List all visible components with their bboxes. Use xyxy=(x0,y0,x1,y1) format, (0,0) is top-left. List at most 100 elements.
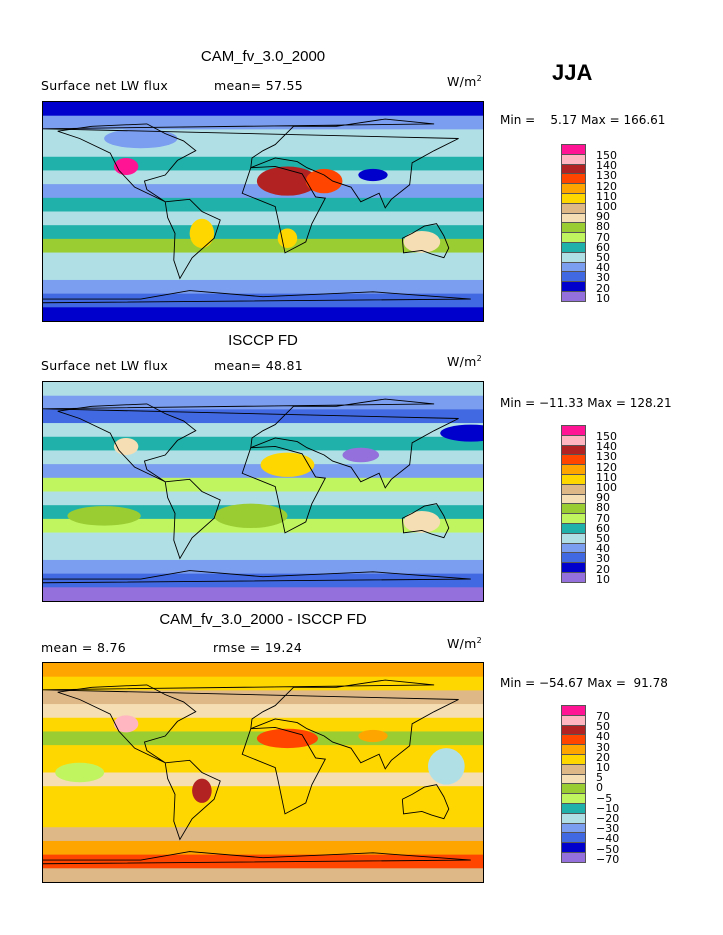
contour-region xyxy=(440,424,483,442)
legend-label: 80 xyxy=(596,501,610,515)
units-label: W/m2 xyxy=(447,354,482,369)
map-panel xyxy=(42,381,484,602)
zonal-band xyxy=(43,197,483,212)
contour-region xyxy=(214,503,288,528)
contour-region xyxy=(358,729,388,743)
zonal-band xyxy=(43,477,483,492)
zonal-band xyxy=(43,211,483,226)
legend-label: 40 xyxy=(596,730,610,744)
legend-label: 0 xyxy=(596,781,603,795)
coastline xyxy=(43,570,471,584)
zonal-band xyxy=(43,464,483,479)
zonal-band xyxy=(43,266,483,281)
legend-label: −20 xyxy=(596,812,620,825)
zonal-band xyxy=(43,252,483,267)
color-legend xyxy=(561,144,586,302)
zonal-band xyxy=(43,225,483,240)
contour-region xyxy=(403,230,441,253)
zonal-band xyxy=(43,758,483,773)
legend-label: −5 xyxy=(596,791,613,805)
panel-left-label: mean = 8.76 xyxy=(41,640,127,655)
units-text: W/m xyxy=(447,636,477,652)
legend-label: −50 xyxy=(596,842,620,856)
coastline xyxy=(164,478,221,560)
zonal-band xyxy=(43,868,483,882)
legend-label: 90 xyxy=(596,210,610,224)
coastline xyxy=(43,851,471,865)
legend-label: 20 xyxy=(596,750,610,764)
legend-label: 10 xyxy=(596,761,610,774)
legend-label: 70 xyxy=(596,511,610,525)
contour-region xyxy=(55,762,105,783)
coastline xyxy=(57,684,197,764)
contour-region xyxy=(192,778,212,803)
zonal-band xyxy=(43,813,483,828)
panel-left-label: Surface net LW flux xyxy=(41,78,169,93)
legend-swatch xyxy=(561,851,586,863)
units-text: W/m xyxy=(447,354,477,370)
legend-label: 50 xyxy=(596,532,610,545)
zonal-band xyxy=(43,559,483,575)
units-superscript: 2 xyxy=(476,636,483,645)
legend-label: 100 xyxy=(596,200,617,213)
zonal-band xyxy=(43,745,483,760)
zonal-band xyxy=(43,395,483,410)
legend-label: 150 xyxy=(596,149,617,162)
coastline xyxy=(164,759,221,841)
panel-title: CAM_fv_3.0_2000 - ISCCP FD xyxy=(159,611,367,628)
zonal-band xyxy=(43,184,483,199)
legend-label: 80 xyxy=(596,220,610,234)
zonal-band xyxy=(43,546,483,561)
legend-label: 100 xyxy=(596,481,617,494)
panel-stat-label: rmse = 19.24 xyxy=(213,640,303,655)
zonal-band xyxy=(43,690,483,705)
units-superscript: 2 xyxy=(476,74,483,83)
zonal-band xyxy=(43,587,483,601)
legend-label: 110 xyxy=(596,189,617,203)
contour-region xyxy=(403,510,441,533)
zonal-band xyxy=(43,799,483,815)
panel-left-label: Surface net LW flux xyxy=(41,358,169,373)
color-legend xyxy=(561,425,586,583)
legend-label: 140 xyxy=(596,440,617,454)
units-superscript: 2 xyxy=(476,354,483,363)
coastline xyxy=(43,290,471,304)
zonal-band xyxy=(43,704,483,719)
panel-stat-label: mean= 48.81 xyxy=(214,358,303,373)
coastline xyxy=(57,403,197,483)
legend-swatch xyxy=(561,571,586,583)
coastline xyxy=(164,198,221,280)
contour-region xyxy=(330,134,428,155)
panel-title: ISCCP FD xyxy=(228,332,298,349)
legend-label: 150 xyxy=(596,430,617,443)
legend-label: 90 xyxy=(596,491,610,505)
contour-region xyxy=(67,506,141,526)
legend-label: 30 xyxy=(596,552,610,566)
legend-label: 60 xyxy=(596,240,610,254)
color-legend xyxy=(561,705,586,863)
legend-label: 70 xyxy=(596,710,610,723)
contour-region xyxy=(113,437,139,455)
coastline xyxy=(241,727,327,815)
legend-label: 110 xyxy=(596,470,617,484)
legend-label: 50 xyxy=(596,720,610,734)
legend-label: 20 xyxy=(596,281,610,295)
coastline xyxy=(401,784,450,820)
coastline xyxy=(43,679,459,770)
contour-region xyxy=(305,168,343,194)
zonal-band xyxy=(43,717,483,732)
legend-label: −30 xyxy=(596,822,620,836)
legend-swatch xyxy=(561,290,586,302)
zonal-band xyxy=(43,436,483,451)
contour-region xyxy=(256,166,318,196)
panel-stat-label: mean= 57.55 xyxy=(214,78,303,93)
zonal-band xyxy=(43,840,483,856)
zonal-band xyxy=(43,827,483,842)
legend-label: −40 xyxy=(596,832,620,846)
map-panel xyxy=(42,101,484,322)
legend-label: −70 xyxy=(596,852,620,866)
contour-region xyxy=(342,447,380,463)
legend-label: 50 xyxy=(596,251,610,264)
legend-label: −10 xyxy=(596,801,620,815)
